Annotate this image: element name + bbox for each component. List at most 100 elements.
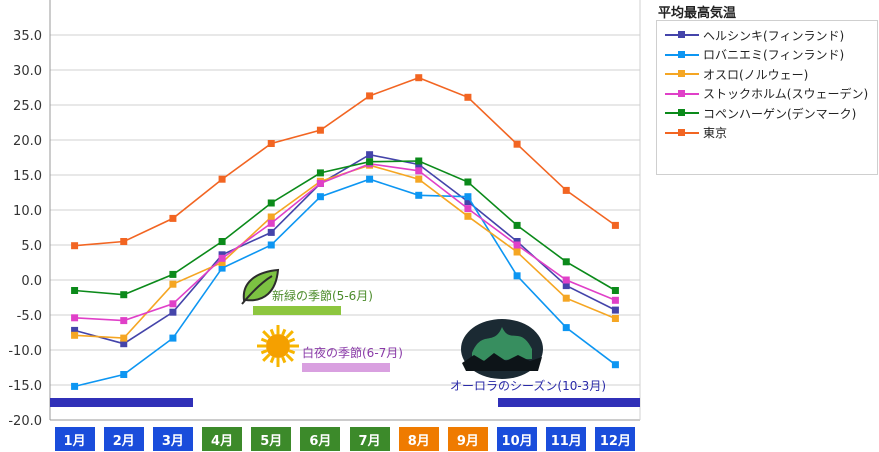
data-point (218, 264, 226, 272)
legend-swatch (665, 127, 699, 139)
y-tick-label: -5.0 (17, 309, 42, 324)
data-point (169, 280, 177, 288)
data-point (415, 74, 423, 82)
data-point (71, 314, 79, 322)
data-point (366, 151, 374, 159)
y-tick-label: 0.0 (21, 274, 42, 289)
annotation-bar-aurora-start (50, 398, 193, 407)
month-label: 9月 (447, 427, 488, 451)
legend-swatch (665, 107, 699, 119)
annotation-label-byakuya: 白夜の季節(6-7月) (302, 346, 403, 360)
month-label: 8月 (398, 427, 439, 451)
y-tick-label: -10.0 (8, 344, 42, 359)
series-line-4 (74, 160, 616, 296)
data-point (366, 92, 374, 100)
y-tick-label: 25.0 (13, 99, 42, 114)
series-line-0 (74, 153, 616, 345)
aurora-icon (461, 319, 543, 379)
data-point (218, 175, 226, 183)
legend-item: オスロ(ノルウェー) (665, 65, 808, 83)
series-line-2 (74, 164, 616, 339)
legend-item: ヘルシンキ(フィンランド) (665, 26, 844, 44)
month-label: 7月 (349, 427, 390, 451)
data-point (267, 241, 275, 249)
month-label: 11月 (546, 427, 587, 451)
data-point (513, 140, 521, 148)
legend-swatch (665, 68, 699, 80)
leaf-icon (241, 268, 280, 305)
data-point (71, 326, 79, 334)
series-line-5 (74, 76, 616, 247)
data-point (169, 334, 177, 342)
y-tick-label: 10.0 (13, 204, 42, 219)
data-point (218, 251, 226, 259)
legend-label: 東京 (703, 126, 728, 140)
data-point (71, 242, 79, 250)
annotation-bar-byakuya (302, 363, 390, 372)
data-point (415, 167, 423, 175)
data-point (464, 198, 472, 206)
sun-icon (257, 325, 299, 367)
data-point (169, 270, 177, 278)
data-point (611, 315, 619, 322)
data-point (366, 175, 374, 183)
legend-item: ロバニエミ(フィンランド) (665, 46, 844, 64)
data-point (611, 361, 619, 369)
data-point (366, 158, 374, 166)
data-point (267, 228, 275, 236)
data-point (513, 272, 521, 280)
data-point (169, 214, 177, 222)
legend-title: 平均最高気温 (658, 6, 737, 21)
data-point (611, 221, 619, 229)
data-point (218, 238, 226, 245)
data-point (513, 241, 521, 249)
data-point (611, 296, 619, 304)
data-point (562, 258, 570, 266)
data-point (562, 282, 570, 290)
y-tick-label: 5.0 (21, 239, 42, 254)
month-label: 5月 (251, 427, 292, 451)
data-point (267, 219, 275, 227)
data-point (562, 324, 570, 332)
month-label: 2月 (103, 427, 144, 451)
data-point (120, 291, 128, 299)
series-line-1 (74, 178, 616, 388)
data-point (316, 169, 324, 177)
data-point (562, 294, 570, 302)
month-label: 4月 (202, 427, 243, 451)
data-point (267, 213, 275, 221)
data-point (316, 126, 324, 134)
data-point (120, 238, 128, 245)
data-point (513, 248, 521, 256)
legend-item: ストックホルム(スウェーデン) (665, 85, 868, 103)
annotation-bar-shinryoku (253, 306, 341, 315)
legend-item: コペンハーゲン(デンマーク) (665, 104, 856, 122)
data-point (71, 331, 79, 339)
data-point (611, 287, 619, 294)
data-point (415, 191, 423, 199)
month-label: 3月 (152, 427, 193, 451)
data-point (562, 276, 570, 284)
legend-item: 東京 (665, 124, 727, 142)
data-point (464, 93, 472, 101)
annotation-bar-aurora-end (498, 398, 640, 407)
data-point (71, 382, 79, 390)
data-point (218, 254, 226, 262)
legend-swatch (665, 88, 699, 100)
data-point (267, 199, 275, 207)
annotation-label-shinryoku: 新緑の季節(5-6月) (272, 289, 373, 303)
legend-label: ストックホルム(スウェーデン) (703, 87, 869, 101)
data-point (218, 259, 226, 266)
data-point (71, 287, 79, 294)
data-point (415, 157, 423, 165)
data-point (120, 317, 128, 325)
month-label: 12月 (595, 427, 636, 451)
y-tick-label: -15.0 (8, 379, 42, 394)
y-tick-label: 15.0 (13, 169, 42, 184)
data-point (464, 205, 472, 213)
data-point (120, 371, 128, 378)
series-line-3 (74, 162, 616, 322)
legend-swatch (665, 49, 699, 61)
month-label: 6月 (300, 427, 341, 451)
